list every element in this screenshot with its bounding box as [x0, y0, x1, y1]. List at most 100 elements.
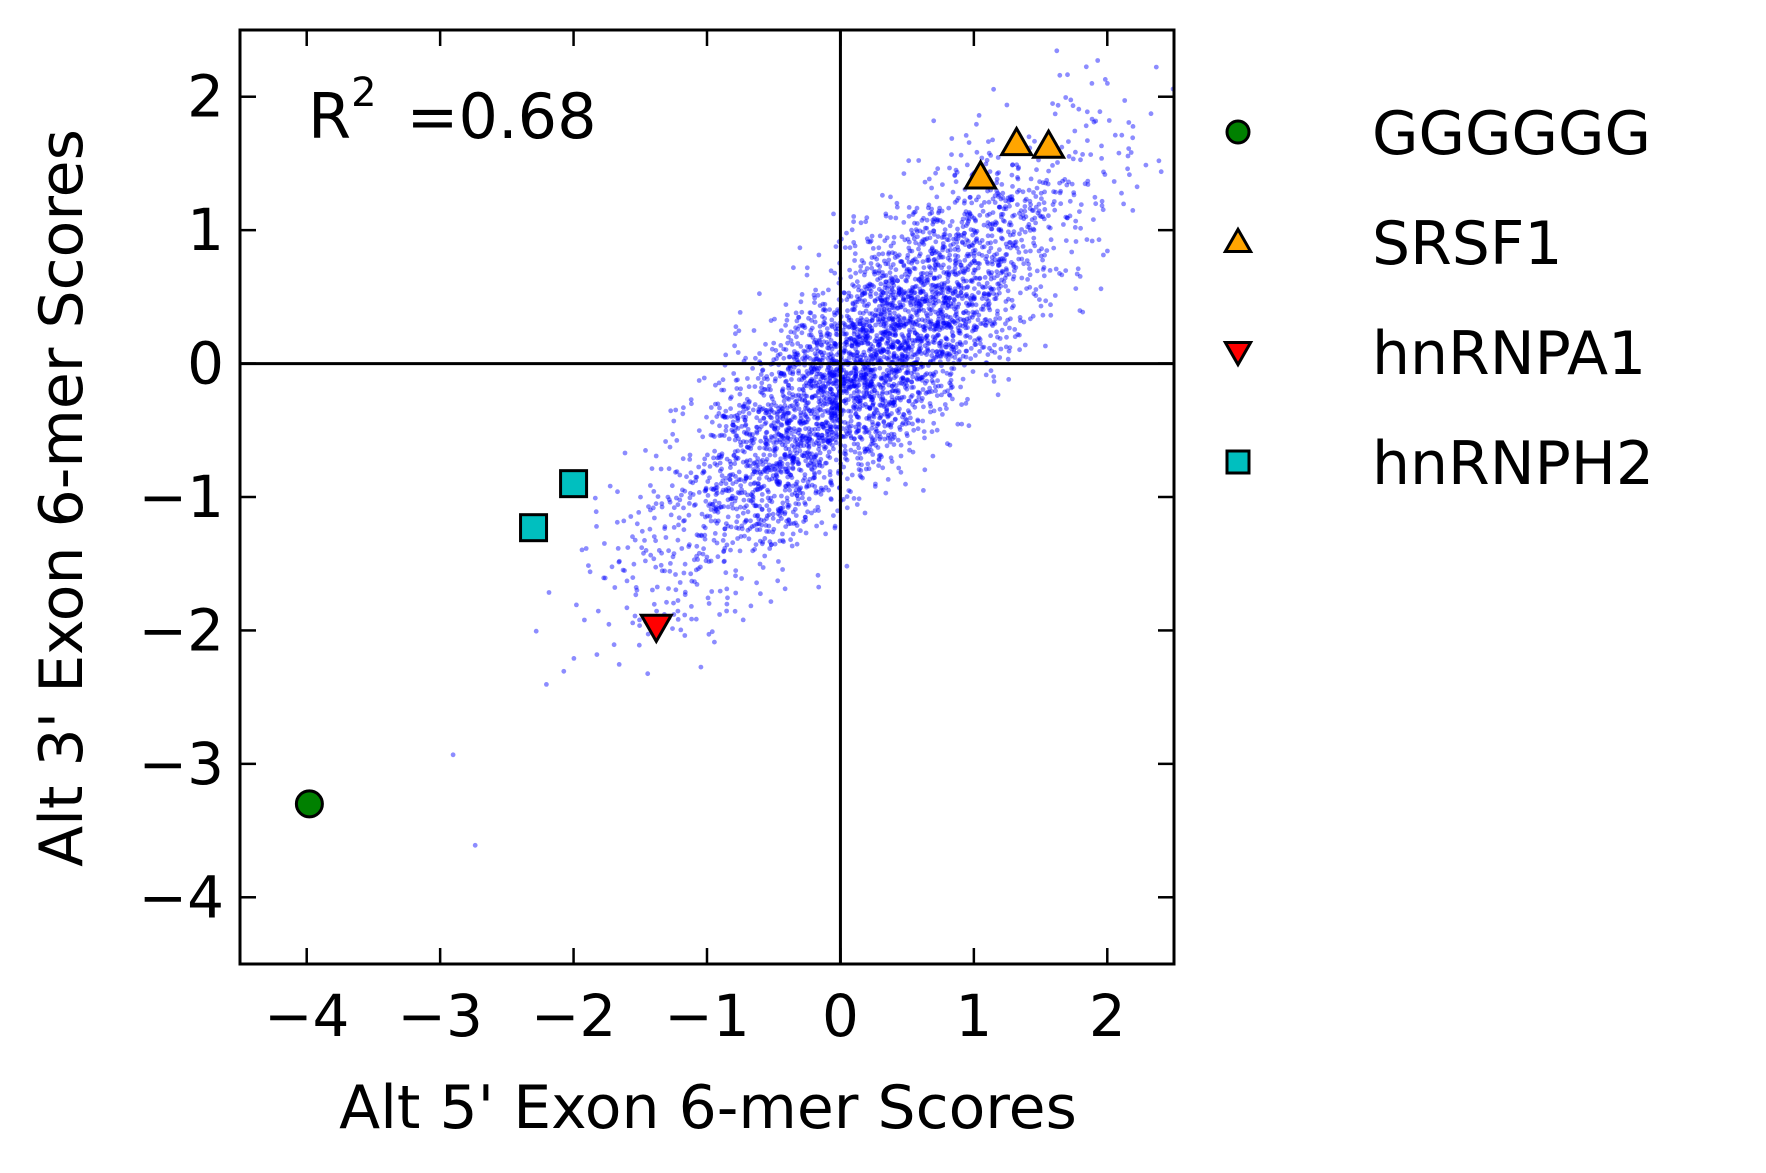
cloud-point	[955, 244, 960, 250]
cloud-point	[775, 418, 780, 424]
cloud-point	[800, 356, 805, 361]
cloud-point	[896, 366, 902, 372]
cloud-point	[791, 457, 797, 462]
cloud-point	[643, 558, 648, 564]
cloud-point	[703, 558, 709, 564]
cloud-point	[1007, 345, 1013, 350]
cloud-point	[655, 494, 661, 499]
cloud-point	[788, 427, 794, 432]
cloud-point	[723, 570, 729, 576]
cloud-point	[805, 479, 811, 485]
cloud-point	[732, 429, 738, 434]
cloud-point	[840, 374, 846, 380]
cloud-point	[887, 270, 893, 276]
cloud-point	[742, 490, 748, 495]
cloud-point	[915, 372, 920, 378]
cloud-point	[813, 374, 819, 380]
cloud-point	[857, 377, 863, 383]
cloud-point	[676, 515, 682, 521]
cloud-point	[757, 527, 763, 532]
cloud-point	[856, 389, 862, 395]
cloud-point	[966, 318, 972, 324]
cloud-point	[930, 221, 936, 227]
cloud-point	[674, 438, 680, 443]
cloud-point	[880, 330, 885, 336]
cloud-point	[877, 431, 883, 436]
cloud-point	[821, 444, 827, 449]
cloud-point	[870, 422, 876, 427]
cloud-point	[927, 324, 933, 330]
cloud-point	[904, 433, 910, 439]
cloud-point	[972, 286, 977, 291]
x-tick-label: −4	[264, 982, 350, 1050]
cloud-point	[857, 321, 863, 327]
cloud-point	[1057, 72, 1063, 78]
cloud-point	[834, 415, 840, 421]
cloud-point	[828, 371, 834, 377]
cloud-point	[965, 239, 971, 244]
cloud-point	[986, 292, 991, 298]
cloud-point	[755, 462, 761, 468]
cloud-point	[902, 354, 908, 360]
cloud-point	[972, 229, 978, 234]
cloud-point	[942, 402, 948, 407]
cloud-point	[752, 513, 758, 519]
cloud-point	[942, 389, 948, 395]
cloud-point	[901, 315, 907, 321]
cloud-point	[967, 301, 972, 307]
cloud-point	[876, 357, 882, 362]
cloud-point	[1004, 334, 1009, 340]
cloud-point	[979, 253, 985, 258]
cloud-point	[1130, 208, 1136, 213]
cloud-point	[1062, 177, 1068, 182]
cloud-point	[957, 357, 963, 362]
cloud-point	[716, 518, 721, 524]
cloud-point	[917, 323, 923, 329]
cloud-point	[988, 368, 994, 374]
cloud-point	[763, 435, 768, 441]
cloud-point	[948, 243, 953, 248]
cloud-point	[910, 212, 916, 217]
cloud-point	[848, 447, 854, 453]
cloud-point	[843, 434, 848, 439]
cloud-point	[991, 374, 997, 379]
cloud-point	[861, 340, 867, 345]
cloud-point	[1028, 248, 1033, 254]
cloud-point	[752, 402, 758, 407]
cloud-point	[675, 617, 681, 622]
cloud-point	[978, 341, 983, 347]
cloud-point	[1093, 118, 1099, 124]
cloud-point	[707, 501, 713, 507]
cloud-point	[883, 490, 889, 496]
cloud-point	[817, 371, 822, 377]
cloud-point	[997, 290, 1002, 296]
cloud-point	[982, 322, 988, 328]
cloud-point	[953, 253, 958, 258]
cloud-point	[1012, 268, 1017, 274]
cloud-point	[659, 501, 665, 506]
cloud-point	[916, 277, 921, 282]
cloud-point	[594, 524, 599, 529]
cloud-point	[892, 344, 898, 349]
cloud-point	[764, 529, 769, 534]
cloud-point	[817, 460, 823, 466]
cloud-point	[1050, 163, 1055, 168]
cloud-point	[957, 341, 963, 347]
cloud-point	[787, 370, 793, 376]
cloud-point	[851, 395, 857, 401]
cloud-point	[875, 342, 881, 348]
cloud-point	[907, 316, 913, 321]
cloud-point	[903, 421, 909, 427]
cloud-point	[889, 285, 895, 291]
cloud-point	[720, 538, 726, 543]
cloud-point	[830, 356, 836, 362]
cloud-point	[775, 410, 780, 415]
cloud-point	[859, 258, 865, 263]
cloud-point	[1084, 237, 1090, 243]
cloud-point	[883, 290, 889, 296]
cloud-point	[821, 322, 826, 328]
cloud-point	[913, 300, 919, 306]
cloud-point	[1122, 98, 1128, 103]
cloud-point	[715, 455, 720, 461]
cloud-point	[841, 497, 846, 502]
